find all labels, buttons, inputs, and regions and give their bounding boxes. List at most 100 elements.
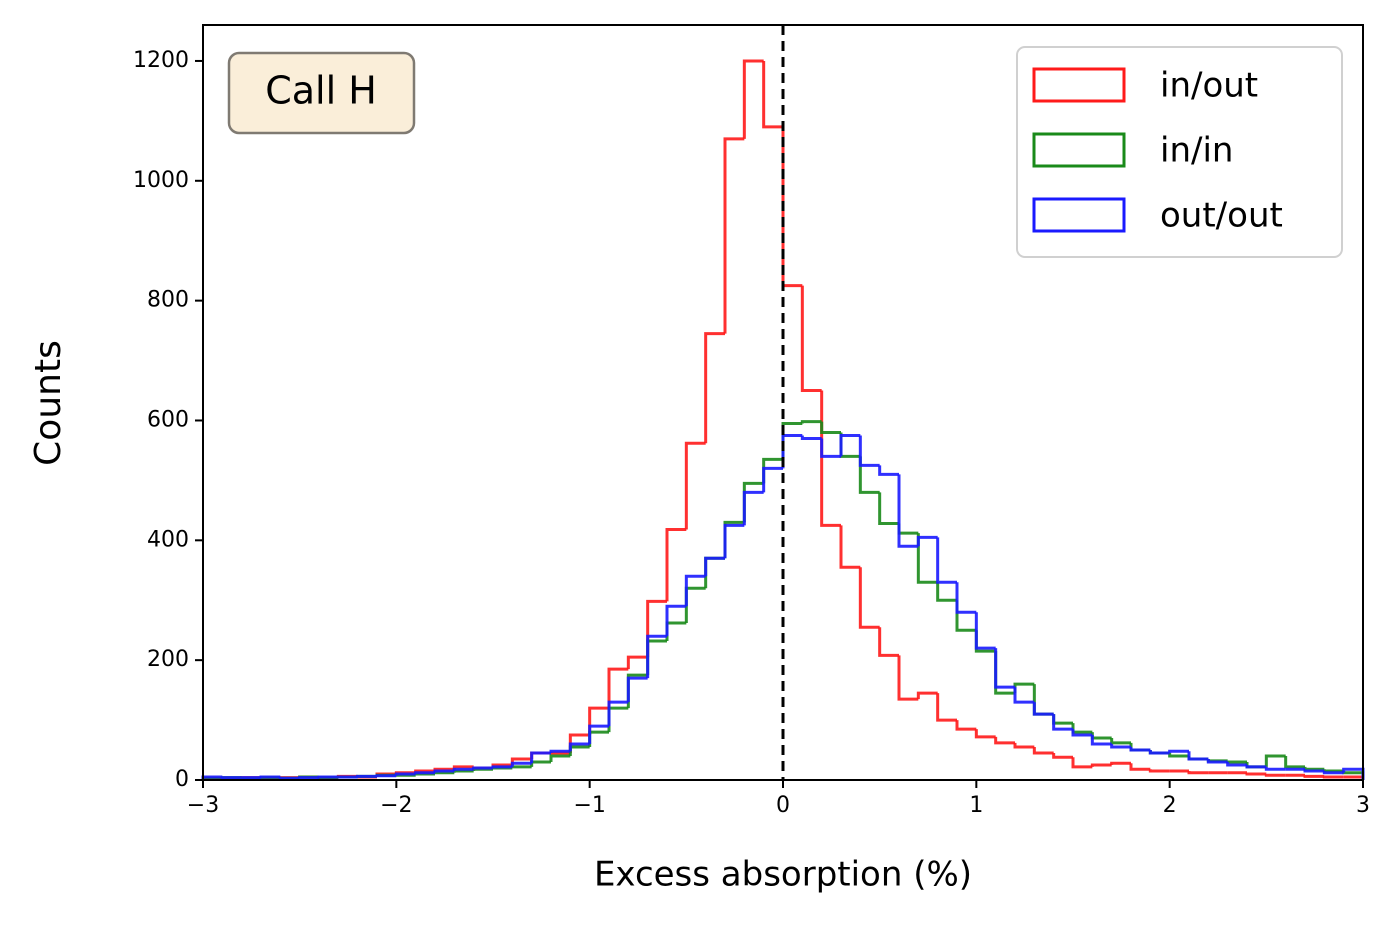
histogram-step — [742, 481, 764, 523]
histogram-step — [1284, 756, 1305, 769]
histogram-step — [781, 421, 803, 460]
x-tick-label: 0 — [776, 793, 790, 818]
legend-label: in/out — [1160, 66, 1258, 106]
histogram-step — [1245, 772, 1267, 776]
histogram-step — [955, 582, 977, 614]
histogram-step — [1013, 742, 1035, 749]
histogram-step — [1032, 702, 1054, 716]
histogram-step — [1090, 735, 1112, 746]
histogram-step — [974, 612, 996, 650]
histogram-step — [394, 772, 416, 776]
histogram-step — [375, 774, 397, 778]
histogram-step — [549, 749, 571, 754]
histogram-step — [607, 706, 629, 733]
histogram-step — [916, 691, 938, 700]
x-tick-label: −3 — [187, 793, 219, 818]
histogram-step — [472, 766, 493, 770]
histogram-step — [878, 627, 899, 657]
histogram-step — [820, 421, 841, 434]
histogram-step — [1226, 762, 1247, 767]
x-tick-label: −2 — [380, 793, 412, 818]
histogram-step — [1322, 769, 1344, 773]
histogram-step — [1148, 769, 1170, 773]
histogram-step — [916, 535, 938, 547]
histogram-step — [1052, 714, 1073, 725]
histogram-step — [1303, 769, 1325, 773]
histogram-step — [588, 724, 609, 745]
histogram-step — [646, 634, 667, 679]
histogram-step — [1071, 723, 1093, 734]
x-tick-label: 2 — [1163, 793, 1177, 818]
histogram-step — [974, 729, 996, 739]
legend-label: out/out — [1160, 196, 1283, 236]
histogram-step — [1090, 732, 1112, 740]
histogram-step — [936, 537, 957, 584]
histogram-step — [1322, 775, 1344, 779]
histogram-step — [858, 567, 880, 629]
histogram-step — [1303, 774, 1325, 778]
histogram-step — [1071, 757, 1093, 769]
histogram-step — [1032, 684, 1054, 716]
histogram-step — [1264, 754, 1286, 767]
series — [201, 433, 1365, 780]
histogram-step — [858, 456, 880, 494]
histogram-step — [665, 621, 687, 641]
histogram-step — [607, 667, 629, 709]
histogram-step — [916, 533, 938, 584]
histogram-step — [684, 441, 706, 530]
histogram-step — [665, 604, 687, 637]
legend-swatch — [1032, 67, 1126, 103]
histogram-step — [858, 435, 880, 467]
histogram-step — [955, 600, 977, 632]
x-tick-label: 3 — [1356, 793, 1370, 818]
histogram-step — [1206, 759, 1228, 764]
histogram-step — [433, 771, 455, 775]
annotation: Call H — [265, 69, 377, 113]
histogram-step — [491, 765, 513, 769]
histogram-step — [1052, 753, 1073, 759]
histogram-step — [1110, 738, 1131, 745]
histogram-step — [800, 420, 822, 424]
histogram-step — [626, 673, 648, 709]
histogram-step — [762, 60, 783, 129]
histogram-step — [1071, 729, 1093, 737]
histogram-step — [298, 776, 319, 780]
y-tick-label: 1000 — [133, 168, 189, 193]
histogram-step — [356, 774, 377, 778]
histogram-step — [1013, 682, 1035, 694]
histogram-step — [800, 285, 822, 393]
histogram-step — [1052, 714, 1073, 731]
histogram-step — [781, 433, 803, 469]
histogram-step — [665, 528, 687, 602]
histogram-step — [723, 137, 745, 334]
histogram-step — [1168, 749, 1189, 754]
histogram-step — [762, 466, 783, 493]
histogram-step — [955, 720, 977, 731]
histogram-step — [607, 700, 629, 727]
histogram-step — [278, 776, 300, 780]
histogram-step — [897, 523, 919, 535]
histogram-step — [723, 520, 745, 559]
histogram-step — [936, 582, 957, 602]
histogram-step — [259, 775, 281, 779]
histogram-step — [704, 332, 725, 444]
legend-swatch — [1032, 132, 1126, 168]
histogram-step — [452, 767, 474, 772]
annotation-box — [227, 51, 416, 135]
histogram-step — [1129, 747, 1151, 752]
histogram-step — [1187, 771, 1209, 775]
histogram-step — [588, 730, 609, 748]
histogram-step — [220, 776, 242, 780]
histogram-step — [433, 769, 455, 773]
histogram-step — [723, 523, 745, 559]
histogram-step — [646, 639, 667, 676]
y-tick-label: 600 — [147, 407, 189, 432]
histogram-step — [1245, 765, 1267, 769]
histogram-step — [878, 465, 899, 476]
histogram-step — [1264, 773, 1286, 777]
y-axis-label: Counts — [28, 340, 69, 466]
histogram-step — [936, 693, 957, 722]
histogram-step — [1168, 753, 1189, 758]
histogram-step — [1187, 751, 1209, 761]
